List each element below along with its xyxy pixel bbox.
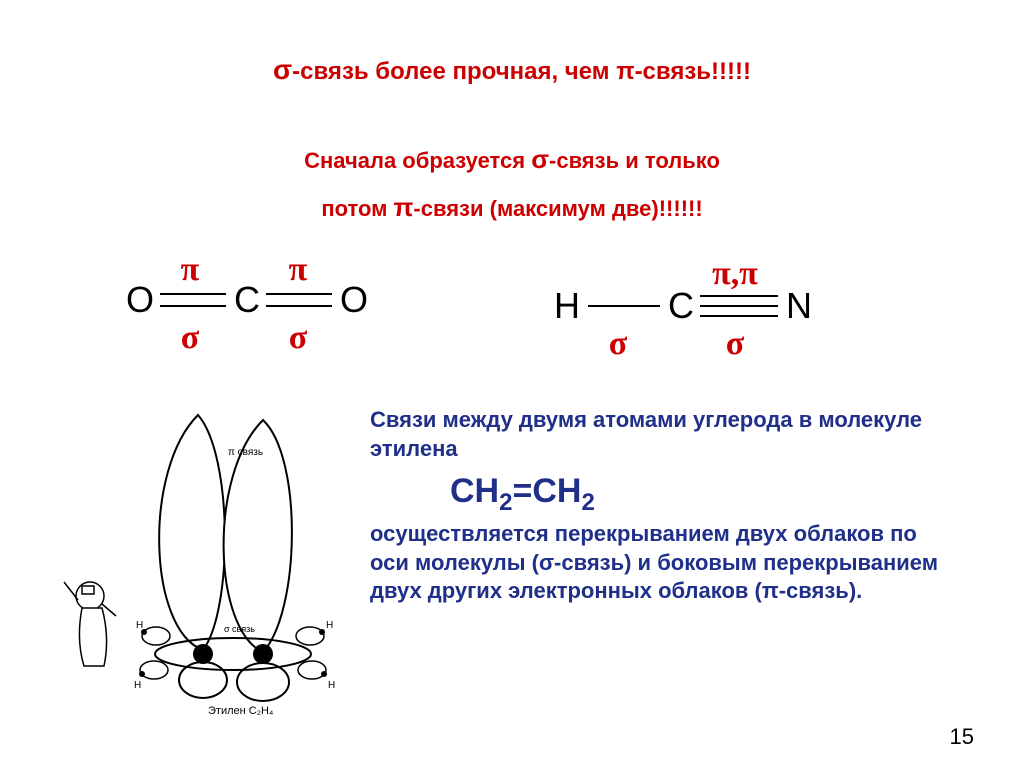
pi-lobe-left <box>159 415 225 650</box>
observer-person-icon <box>64 582 116 666</box>
formula-co2: π σ π σ O C O <box>108 250 408 365</box>
hcn-bond2-sigma-label: σ <box>726 325 745 360</box>
body-paragraph: Связи между двумя атомами углерода в мол… <box>370 406 950 606</box>
ethylene-formula: CH2=CH2 <box>450 469 950 518</box>
h-label-3: H <box>326 620 333 631</box>
hcn-bond2-pi-label: π,π <box>712 255 758 292</box>
h-lobe-3 <box>296 627 324 645</box>
co2-bond1-sigma-label: σ <box>181 319 200 356</box>
illus-sigma-label: σ связь <box>224 624 255 634</box>
carbon-nucleus-1 <box>193 644 213 664</box>
hcn-atom-c: C <box>668 285 694 326</box>
formula-hcn: σ π,π σ H C N <box>540 250 860 365</box>
h-nucleus-4 <box>321 671 327 677</box>
ethylene-orbital-illustration: π связь H H H H σ связь <box>58 400 348 720</box>
co2-bond2-pi-label: π <box>289 251 308 288</box>
sigma-ring <box>155 638 311 670</box>
hcn-atom-n: N <box>786 285 812 326</box>
hcn-atom-h: H <box>554 285 580 326</box>
h-label-4: H <box>328 680 335 691</box>
h-nucleus-3 <box>319 629 325 635</box>
h-nucleus-2 <box>139 671 145 677</box>
h-label-1: H <box>136 620 143 631</box>
subtitle-line-1: Сначала образуется σ-связь и только <box>0 144 1024 175</box>
co2-atom-o1: O <box>126 279 154 320</box>
illus-pi-label: π связь <box>228 447 263 458</box>
h-label-2: H <box>134 680 141 691</box>
page-heading: σ-связь более прочная, чем π-связь!!!!! <box>0 54 1024 86</box>
hcn-bond1-sigma-label: σ <box>609 325 628 360</box>
para-line2: осуществляется перекрыванием двух облако… <box>370 521 938 603</box>
carbon-nucleus-2 <box>253 644 273 664</box>
co2-atom-c: C <box>234 279 260 320</box>
co2-bond2-sigma-label: σ <box>289 319 308 356</box>
h-lobe-2 <box>140 661 168 679</box>
page-number: 15 <box>950 724 974 750</box>
h-lobe-1 <box>142 627 170 645</box>
para-line1: Связи между двумя атомами углерода в мол… <box>370 407 922 461</box>
subtitle-line-2: потом π-связи (максимум две)!!!!!! <box>0 192 1024 223</box>
h-lobe-4 <box>298 661 326 679</box>
co2-bond1-pi-label: π <box>181 251 200 288</box>
illus-caption: Этилен C₂H₄ <box>208 705 274 717</box>
co2-atom-o2: O <box>340 279 368 320</box>
